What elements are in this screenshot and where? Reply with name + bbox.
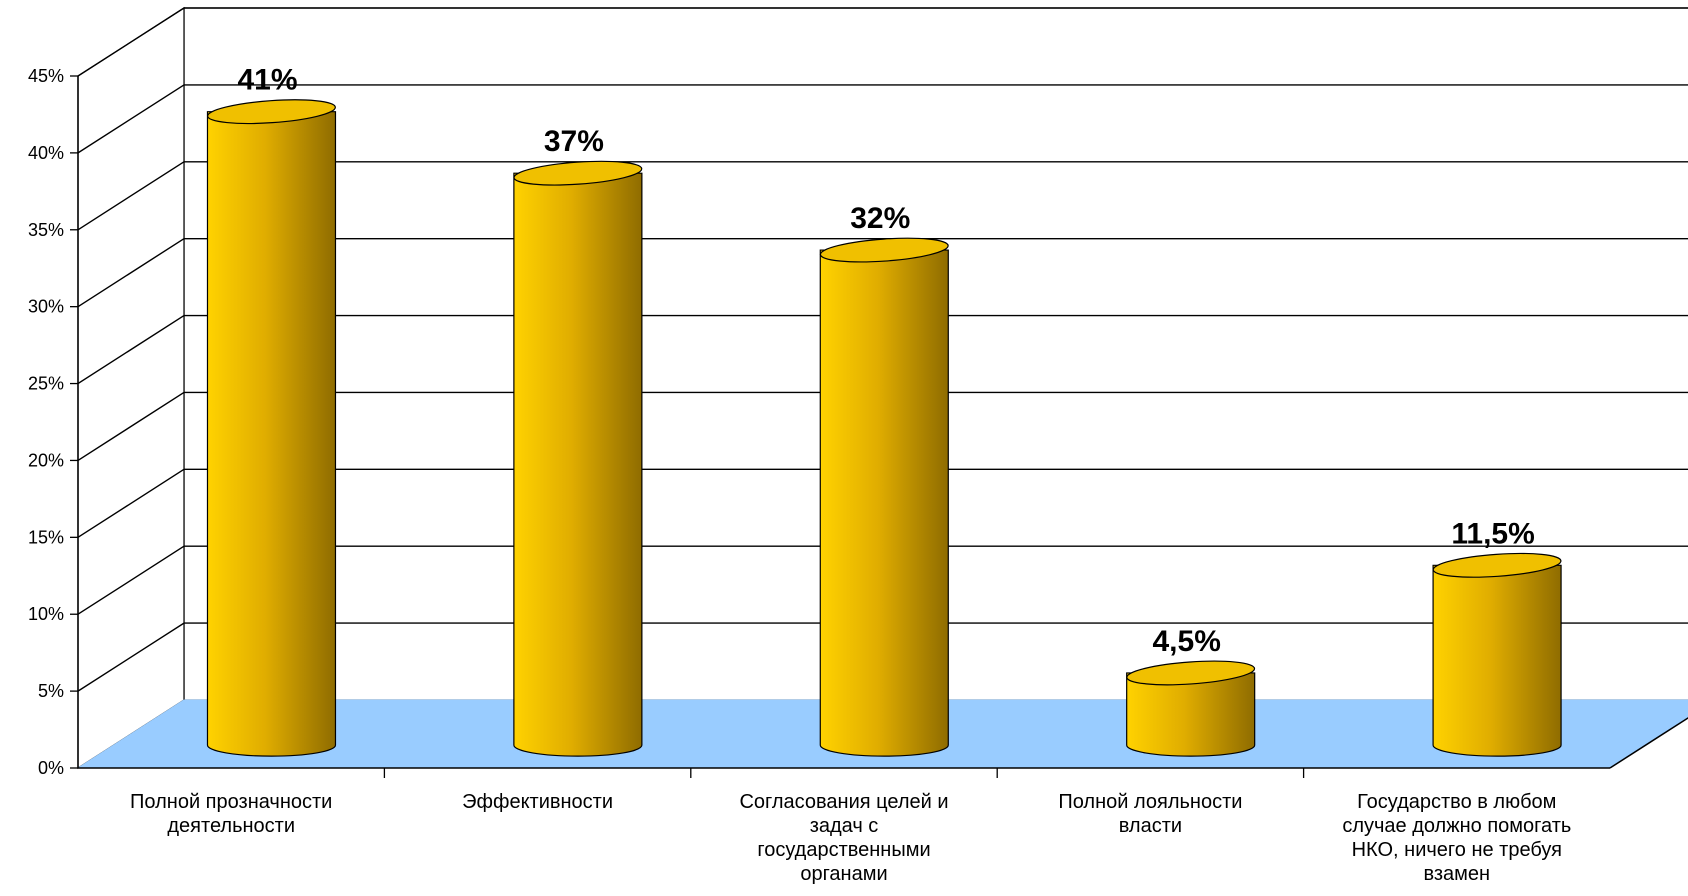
- y-tick-label: 20%: [28, 450, 64, 470]
- gridlines: [77, 7, 1688, 692]
- y-tick-label: 5%: [38, 681, 64, 701]
- y-axis-ticks: 0% 5% 10% 15% 20% 25% 30% 35% 40% 45%: [28, 66, 78, 778]
- bar-top: [1432, 552, 1562, 578]
- gridline: [77, 545, 1688, 615]
- bar-body: [819, 249, 949, 757]
- gridline: [77, 391, 1688, 462]
- category-label: Полной лояльности власти: [1058, 791, 1242, 837]
- gridline: [77, 468, 1688, 538]
- bar-body: [206, 111, 337, 757]
- gridline: [77, 7, 1688, 77]
- data-label: 32%: [850, 202, 910, 235]
- bar: [1432, 552, 1562, 757]
- data-label: 41%: [237, 64, 297, 97]
- y-tick-label: 30%: [28, 297, 64, 317]
- y-tick-label: 25%: [28, 374, 64, 394]
- category-label: Полной прозначности деятельности: [130, 791, 332, 837]
- bar-body: [513, 172, 643, 757]
- bar-top: [513, 160, 643, 186]
- bar-top: [207, 99, 336, 125]
- data-label: 11,5%: [1451, 517, 1534, 550]
- category-label: Согласования целей и задач с государственн…: [739, 791, 948, 885]
- y-tick-label: 10%: [28, 604, 64, 624]
- bar: [206, 99, 337, 757]
- bar: [513, 160, 643, 757]
- data-label: 37%: [544, 125, 604, 158]
- gridline: [77, 237, 1688, 308]
- y-tick-label: 15%: [28, 527, 64, 547]
- side-wall: [77, 6, 185, 770]
- axes: [77, 76, 1688, 778]
- data-labels: 41% 37% 32% 4,5% 11,5%: [237, 64, 1534, 658]
- y-tick-label: 35%: [28, 220, 64, 240]
- y-tick-label: 0%: [38, 758, 64, 778]
- bar: [1126, 660, 1256, 757]
- gridline: [77, 622, 1688, 692]
- gridline: [77, 314, 1688, 385]
- bar-top: [1126, 660, 1256, 686]
- bars: [206, 99, 1562, 757]
- category-label: Государство в любом случае должно помогат…: [1342, 791, 1571, 885]
- gridline: [77, 161, 1688, 231]
- bar: [819, 237, 949, 757]
- bar-body: [1432, 564, 1562, 757]
- y-tick-label: 45%: [28, 66, 64, 86]
- gridline: [77, 84, 1688, 154]
- bar-top: [819, 237, 949, 263]
- bar-body: [1126, 672, 1256, 757]
- floor-edge: [1609, 717, 1688, 769]
- x-axis-labels: Полной прозначности деятельности Эффективн…: [130, 791, 1571, 885]
- y-tick-label: 40%: [28, 143, 64, 163]
- category-label: Эффективности: [462, 791, 613, 813]
- data-label: 4,5%: [1152, 625, 1220, 658]
